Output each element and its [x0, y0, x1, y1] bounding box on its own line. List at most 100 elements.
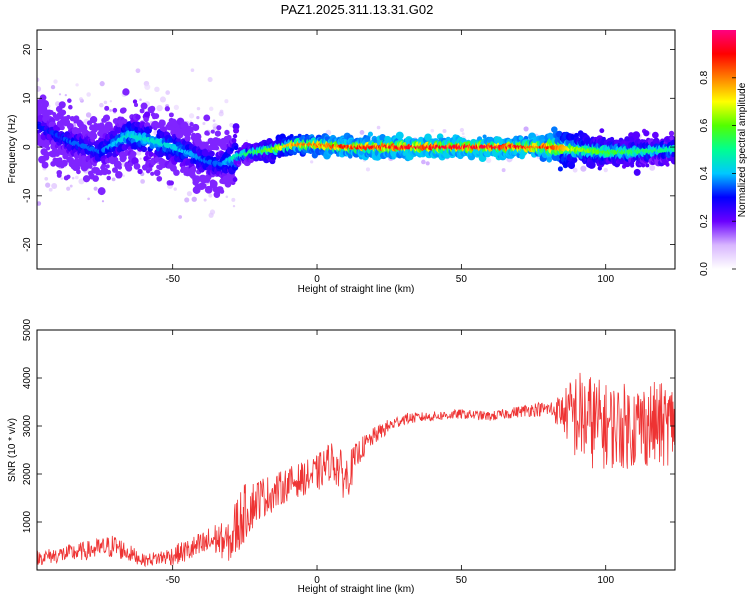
spectrogram-cell — [376, 125, 381, 130]
spectrogram-cell — [188, 113, 195, 119]
spectrogram-cell — [51, 183, 58, 189]
spectrogram-cell — [156, 104, 163, 112]
spectrogram-cell — [58, 93, 62, 96]
spectrogram-cell — [209, 106, 214, 112]
spectrogram-panel: -50 0 50 100 -20 -10 0 10 20 Height of straight … — [7, 29, 676, 295]
spectrogram-cell — [652, 131, 659, 139]
spectrogram-cell — [131, 157, 139, 165]
spectrogram-cell — [121, 107, 127, 113]
spectrogram-cell — [178, 215, 183, 219]
spectrogram-cell — [69, 184, 73, 188]
colorbar-tick-label: 0.4 — [699, 166, 710, 180]
spectrogram-cell — [97, 187, 106, 196]
spectrogram-ridge-cell — [671, 146, 675, 153]
spectrogram-cell — [461, 132, 465, 136]
spectrogram-cell — [164, 106, 170, 112]
spectrogram-cell — [643, 130, 650, 137]
spectrogram-cell — [233, 127, 240, 134]
spectrogram-cell — [93, 186, 98, 191]
spectrogram-cell — [425, 161, 430, 166]
snr-panel: -50 0 50 100 1000 2000 3000 4000 5000 Height of … — [7, 318, 676, 595]
spectrogram-cell — [190, 68, 195, 72]
spectrogram-cell — [219, 109, 224, 114]
spectrogram-cell — [205, 131, 210, 136]
spectrogram-cell — [125, 165, 133, 172]
spectrogram-cell — [145, 133, 151, 139]
colorbar-label: Normalized spectral amplitude — [737, 82, 748, 217]
spectrogram-cell — [203, 114, 211, 122]
spectrogram-cell — [106, 175, 112, 181]
spectrogram-cell — [165, 90, 170, 95]
spectrogram-cell — [210, 129, 215, 134]
snr-frame — [36, 329, 676, 571]
spectrogram-cell — [58, 157, 63, 162]
spectrogram-cell — [50, 84, 56, 90]
spectrogram-cell — [232, 177, 238, 182]
spectrogram-cell — [132, 99, 138, 104]
spectrogram-cell — [85, 112, 92, 118]
spectrogram-cell — [232, 205, 236, 208]
spectrogram-cell — [430, 128, 435, 133]
spectrogram-cell — [546, 157, 553, 163]
snr-background — [37, 330, 675, 570]
spectrogram-cell — [113, 168, 119, 173]
snr-ticks: -50 0 50 100 1000 2000 3000 4000 5000 — [22, 318, 675, 586]
spectrogram-cell — [143, 116, 149, 123]
spectrogram-cell — [359, 130, 365, 135]
spectrogram-cell — [78, 97, 84, 102]
spectrogram-cell — [147, 166, 153, 172]
spectrogram-cell — [365, 167, 371, 172]
spectrogram-cell — [48, 187, 53, 192]
spectrogram-cell — [67, 98, 72, 103]
spectrogram-cell — [153, 169, 161, 177]
spectrogram-cell — [245, 139, 248, 142]
spectrogram-cell — [424, 133, 432, 142]
snr-y-tick-label: 1000 — [22, 510, 33, 533]
spectrogram-cell — [158, 119, 166, 127]
colorbar-tick-label: 0.0 — [699, 262, 710, 276]
spectrogram-cell — [137, 168, 143, 175]
spectrogram-cell — [88, 164, 93, 169]
spectrogram-cell — [104, 105, 110, 111]
spectrogram-cell — [111, 177, 116, 182]
spectrogram-cell — [203, 198, 207, 202]
spectrogram-cell — [289, 134, 294, 139]
spectrogram-cell — [64, 93, 67, 97]
spectrogram-cell — [214, 145, 220, 151]
colorbar-tick-label: 0.8 — [699, 70, 710, 84]
spectrogram-cell — [587, 160, 596, 169]
spectrogram-cell — [572, 157, 577, 162]
spectrogram-cell — [641, 163, 646, 168]
colorbar-tick-label: 0.6 — [699, 118, 710, 132]
spectrogram-y-tick-label: 0 — [22, 144, 33, 150]
spectrogram-cell — [609, 136, 615, 142]
snr-y-tick-label: 4000 — [22, 366, 33, 389]
spectrogram-cell — [122, 174, 125, 178]
spectrogram-cell — [156, 175, 163, 182]
snr-y-tick-label: 2000 — [22, 462, 33, 485]
spectrogram-cell — [41, 99, 50, 108]
spectrogram-cell — [73, 115, 80, 122]
spectrogram-cell — [649, 164, 656, 171]
spectrogram-cell — [572, 167, 578, 173]
spectrogram-cell — [45, 182, 51, 188]
spectrogram-cell — [196, 115, 200, 120]
spectrogram-x-tick-label: 100 — [597, 274, 614, 285]
spectrogram-frame — [36, 29, 676, 270]
spectrogram-cell — [37, 77, 40, 82]
spectrogram-cell — [99, 102, 104, 108]
spectrogram-cell — [208, 139, 214, 144]
spectrogram-cell — [92, 175, 99, 182]
spectrogram-cell — [202, 122, 206, 126]
spectrogram-cell — [59, 125, 65, 131]
spectrogram-cell — [122, 88, 130, 96]
spectrogram-cell — [144, 83, 151, 91]
spectrogram-cell — [86, 92, 91, 97]
spectrogram-cell — [212, 119, 216, 122]
spectrogram-cell — [523, 126, 529, 132]
spectrogram-cell — [232, 133, 238, 139]
spectrogram-cell — [184, 135, 191, 142]
spectrogram-cell — [139, 98, 142, 102]
spectrogram-cell — [71, 176, 75, 180]
